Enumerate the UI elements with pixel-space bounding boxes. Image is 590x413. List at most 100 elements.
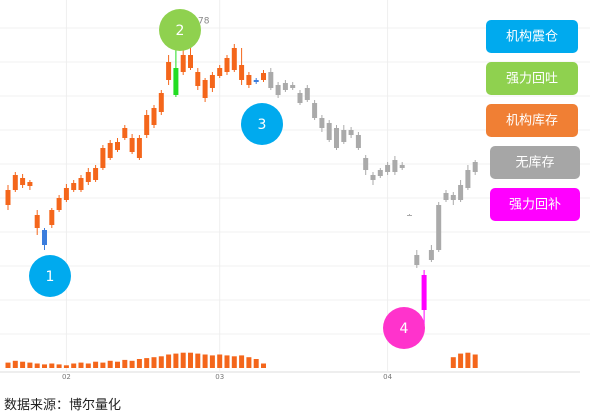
candle-body: [290, 85, 296, 88]
candle-body: [34, 215, 40, 228]
candle-body: [180, 55, 186, 72]
candle-body: [12, 175, 18, 190]
volume-bar: [93, 361, 99, 368]
volume-bar: [63, 365, 69, 368]
volume-bar: [136, 359, 142, 368]
candle-body: [472, 162, 478, 172]
candle-body: [231, 48, 237, 70]
annotation-circle: [159, 9, 201, 51]
filter-button[interactable]: 机构震仓: [486, 20, 578, 53]
annotation-circle: [29, 255, 71, 297]
volume-bar: [202, 354, 208, 368]
candle-body: [151, 108, 157, 125]
button-bg: [486, 20, 578, 53]
volume-bar: [195, 353, 201, 368]
volume-bar: [49, 363, 55, 368]
candle-body: [297, 93, 303, 103]
volume-bar: [151, 357, 157, 368]
button-label: 机构震仓: [506, 30, 558, 45]
button-bg: [486, 104, 578, 137]
button-label: 无库存: [515, 155, 554, 171]
candle-body: [166, 62, 172, 80]
candle-body: [144, 115, 150, 135]
volume-bar: [450, 357, 456, 368]
candle-body: [85, 172, 91, 182]
candle-body: [129, 138, 135, 152]
candle-body: [355, 135, 361, 148]
volume-bar: [231, 356, 237, 368]
candle-body: [443, 193, 449, 200]
annotation-label: 1: [46, 269, 55, 285]
filter-button[interactable]: 机构库存: [486, 104, 578, 137]
volume-bar: [71, 363, 77, 368]
button-label: 机构库存: [506, 113, 558, 129]
candle-body: [246, 75, 252, 85]
candle-body: [261, 73, 266, 80]
source: 数据来源：博尔量化: [4, 398, 122, 413]
volume-bar: [173, 353, 179, 368]
volume-bar: [180, 352, 186, 368]
background-grid: [0, 27, 590, 335]
candle-body: [49, 210, 55, 225]
candle-body: [341, 130, 347, 142]
volume-bar: [188, 352, 193, 368]
candle-body: [326, 123, 332, 140]
volume-bar: [129, 360, 135, 368]
candle-body: [392, 160, 398, 172]
candle-body: [209, 75, 215, 88]
annotation-label: 3: [258, 117, 267, 133]
x-tick-label: 02: [62, 373, 71, 381]
filter-button[interactable]: 强力回吐: [486, 62, 578, 95]
button-label: 强力回吐: [506, 72, 558, 87]
candle-body: [253, 80, 259, 82]
volume-bar: [107, 360, 113, 368]
volume-bar: [239, 355, 245, 368]
candle-body: [282, 83, 288, 90]
volume-bar: [224, 355, 230, 368]
annotation-circle: [241, 103, 283, 145]
volume-bar: [78, 362, 84, 368]
volume-bar: [115, 361, 120, 368]
volume-bar: [56, 364, 62, 368]
volume-bar: [20, 361, 26, 368]
volume-bar: [246, 357, 252, 368]
volume-bar: [217, 354, 223, 368]
volume-bar: [166, 354, 172, 368]
x-tick-label: 03: [215, 373, 224, 381]
filter-button[interactable]: 无库存: [490, 146, 580, 179]
candle-body: [71, 183, 77, 190]
x-tick-label: 04: [383, 373, 392, 381]
volume-bar: [42, 364, 47, 368]
candle-body: [42, 230, 47, 245]
candle-body: [202, 80, 208, 98]
volume-bar: [261, 363, 266, 368]
candle-body: [407, 215, 412, 216]
volume-bar: [34, 363, 40, 368]
candle-body: [5, 190, 11, 205]
button-bg: [486, 62, 578, 95]
candle-body: [436, 205, 442, 250]
price-note: 78: [198, 17, 210, 27]
candle-body: [421, 275, 427, 310]
filter-button[interactable]: 强力回补: [490, 188, 580, 221]
button-bg: [490, 188, 580, 221]
volume-bar: [144, 358, 150, 368]
candle-body: [385, 165, 391, 172]
candle-body: [100, 148, 106, 168]
candle-body: [312, 103, 318, 118]
candle-body: [428, 250, 434, 260]
candle-body: [465, 170, 471, 188]
candle-body: [107, 143, 113, 158]
annotation-label: 4: [400, 321, 409, 337]
volume-bar: [12, 360, 18, 368]
button-label: 强力回补: [509, 198, 561, 213]
candle-body: [268, 72, 274, 88]
candle-body: [27, 182, 33, 186]
volume-bar: [209, 355, 215, 368]
candle-body: [20, 178, 26, 185]
candle-body: [348, 130, 354, 135]
candle-body: [450, 195, 456, 200]
candle-body: [115, 142, 120, 150]
candle-body: [122, 128, 128, 138]
volume-bar: [465, 352, 471, 368]
